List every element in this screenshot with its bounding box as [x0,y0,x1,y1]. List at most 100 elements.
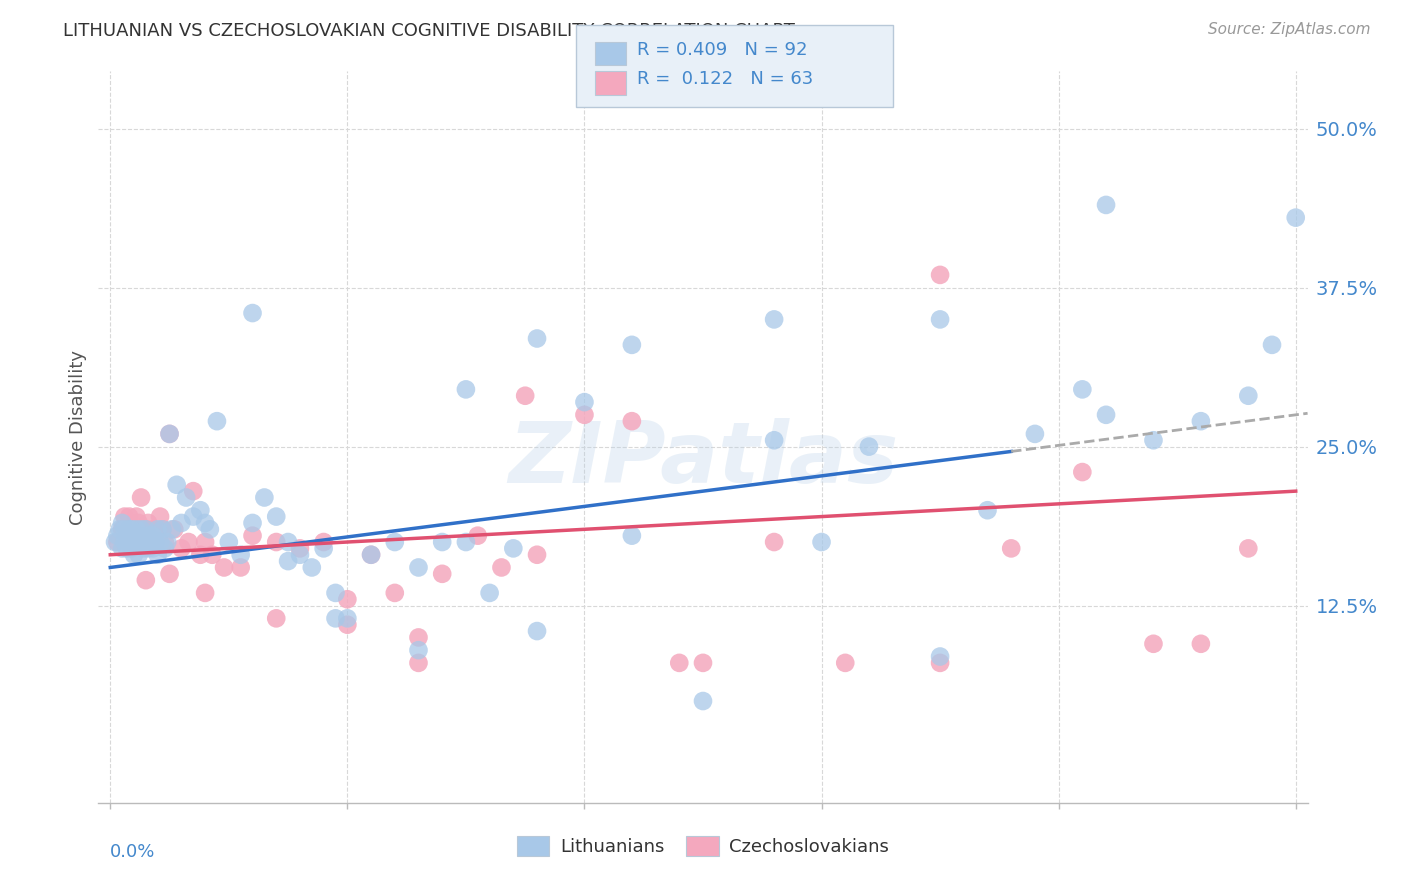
Point [408,560,430,574]
Point [515,389,537,403]
Point [929,656,952,670]
Point [325,586,347,600]
Point [242,306,264,320]
Point [408,631,430,645]
Point [190,548,212,562]
Point [467,529,489,543]
Point [384,586,406,600]
Point [105,529,128,543]
Point [160,522,183,536]
Point [360,548,382,562]
Point [325,611,347,625]
Point [170,516,193,530]
Point [1237,389,1260,403]
Point [763,312,786,326]
Text: LITHUANIAN VS CZECHOSLOVAKIAN COGNITIVE DISABILITY CORRELATION CHART: LITHUANIAN VS CZECHOSLOVAKIAN COGNITIVE … [63,22,796,40]
Point [288,548,311,562]
Point [1071,465,1094,479]
Point [229,560,252,574]
Point [114,522,136,536]
Point [212,560,235,574]
Point [1000,541,1022,556]
Point [128,516,150,530]
Point [526,548,548,562]
Point [1237,541,1260,556]
Point [125,535,148,549]
Point [111,541,134,556]
Point [218,535,240,549]
Point [136,541,159,556]
Point [408,643,430,657]
Point [264,509,287,524]
Point [181,509,204,524]
Point [336,611,359,625]
Point [125,509,148,524]
Point [143,535,166,549]
Point [1285,211,1308,225]
Point [929,312,952,326]
Text: Source: ZipAtlas.com: Source: ZipAtlas.com [1208,22,1371,37]
Point [181,484,204,499]
Point [312,535,335,549]
Point [129,522,152,536]
Point [1261,338,1284,352]
Point [432,566,454,581]
Point [201,548,224,562]
Point [115,529,138,543]
Point [159,426,181,441]
Point [526,331,548,345]
Point [132,541,155,556]
Point [336,592,359,607]
Text: ZIPatlas: ZIPatlas [508,417,898,500]
Point [105,535,128,549]
Point [146,535,169,549]
Point [692,694,714,708]
Point [194,586,217,600]
Point [336,617,359,632]
Point [136,516,159,530]
Point [129,491,152,505]
Point [190,503,212,517]
Point [264,611,287,625]
Legend: Lithuanians, Czechoslovakians: Lithuanians, Czechoslovakians [509,829,897,863]
Point [668,656,690,670]
Point [114,509,136,524]
Point [1095,198,1118,212]
Point [122,548,145,562]
Point [1095,408,1118,422]
Point [139,535,162,549]
Point [491,560,513,574]
Point [146,548,169,562]
Point [118,522,141,536]
Point [384,535,406,549]
Point [858,440,880,454]
Point [135,535,157,549]
Point [122,522,145,536]
Point [159,426,181,441]
Point [408,656,430,670]
Point [229,548,252,562]
Point [153,541,176,556]
Point [1189,637,1212,651]
Point [1071,383,1094,397]
Point [108,522,131,536]
Point [122,529,145,543]
Point [810,535,832,549]
Point [264,535,287,549]
Point [132,535,155,549]
Point [104,535,127,549]
Point [502,541,524,556]
Point [142,541,165,556]
Point [834,656,856,670]
Point [125,522,148,536]
Point [115,535,138,549]
Point [454,535,477,549]
Point [620,529,643,543]
Point [118,509,141,524]
Point [574,408,596,422]
Point [620,414,643,428]
Point [114,535,136,549]
Point [288,541,311,556]
Point [277,535,299,549]
Point [277,554,299,568]
